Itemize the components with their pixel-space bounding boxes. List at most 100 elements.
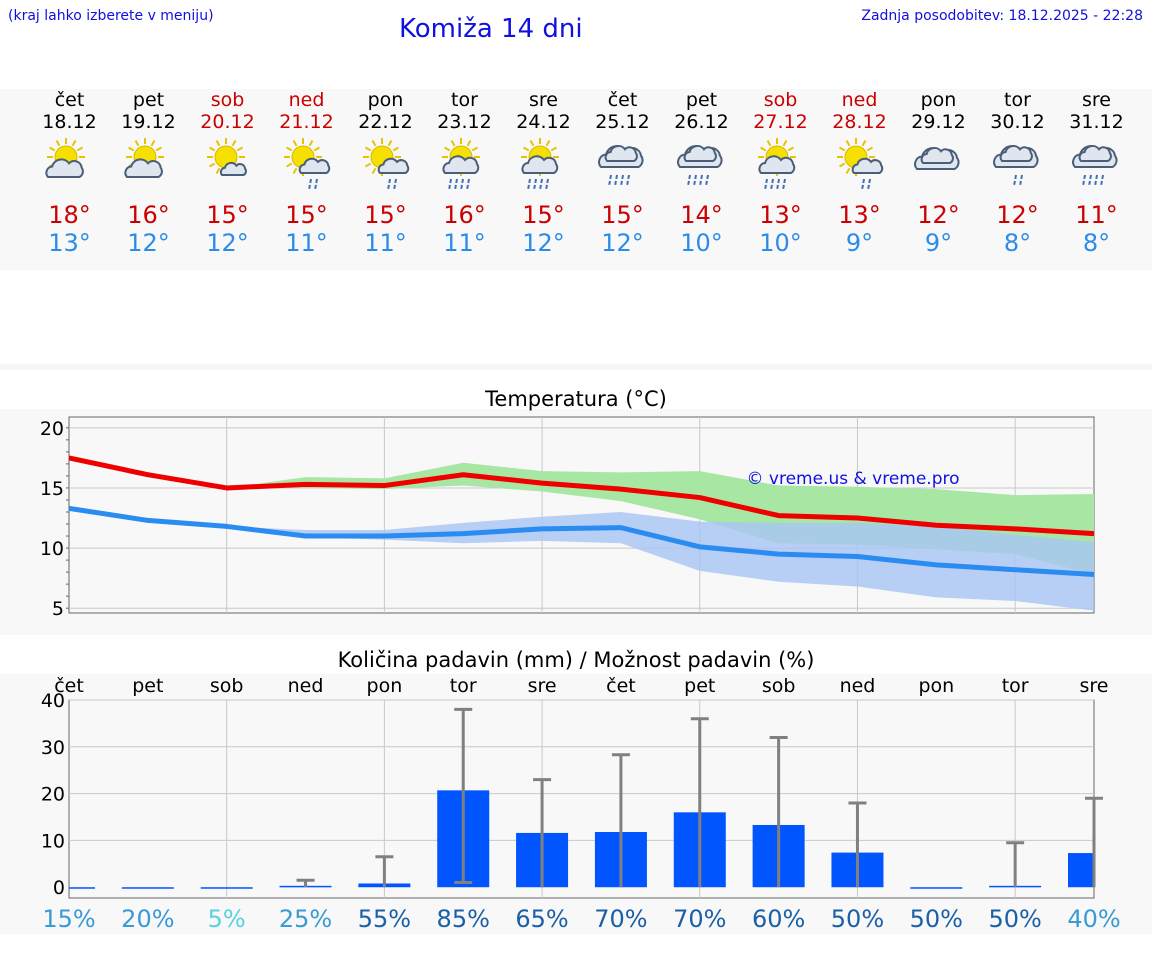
precip-probability: 50%: [831, 905, 884, 933]
min-temp: 12°: [206, 229, 249, 257]
day-column: čet 25.12 15° 12°: [583, 89, 662, 257]
precip-probability: 55%: [358, 905, 411, 933]
day-date: 22.12: [358, 111, 413, 133]
y-tick-label: 20: [41, 784, 65, 806]
precip-probability: 40%: [1067, 905, 1120, 933]
min-temp: 8°: [1082, 229, 1111, 257]
precip-bar: [1068, 853, 1094, 888]
max-temperature-line: [68, 455, 1095, 537]
day-column: pet 26.12 14° 10°: [662, 89, 741, 257]
min-temp: 9°: [845, 229, 874, 257]
max-temp: 15°: [601, 201, 644, 229]
min-temp: 10°: [759, 229, 802, 257]
day-name: tor: [451, 89, 478, 111]
day-name: ned: [288, 89, 325, 111]
y-tick-label: 10: [40, 538, 64, 560]
sun-cloud-rain-icon: [836, 138, 883, 191]
precip-probability: 65%: [515, 905, 568, 933]
x-day-label: čet: [606, 675, 636, 697]
page-title: Komiža 14 dni: [399, 14, 583, 44]
sun-cloud-heavy-rain-icon: [757, 138, 796, 191]
day-name: čet: [54, 89, 85, 111]
day-column: pon 22.12 15° 11°: [346, 89, 425, 257]
precip-probability: 85%: [437, 905, 490, 933]
precip-probability: 50%: [910, 905, 963, 933]
day-date: 24.12: [516, 111, 571, 133]
sun-cloud-rain-icon: [362, 138, 409, 191]
max-temp: 12°: [917, 201, 960, 229]
min-temp: 8°: [1003, 229, 1032, 257]
min-temp: 11°: [285, 229, 328, 257]
min-temp: 13°: [48, 229, 91, 257]
precip-bar: [121, 887, 174, 889]
precip-probability: 70%: [673, 905, 726, 933]
x-day-label: ned: [840, 675, 876, 697]
x-day-label: pet: [132, 675, 163, 697]
sun-cloud-heavy-rain-icon: [441, 138, 480, 191]
precip-bar: [200, 887, 253, 889]
day-name: sob: [763, 89, 798, 111]
watermark: © vreme.us & vreme.pro: [746, 469, 959, 489]
y-tick-label: 30: [41, 737, 65, 759]
x-day-label: pon: [918, 675, 954, 697]
x-day-label: pon: [367, 675, 403, 697]
day-column: pon 29.12 12° 9°: [899, 89, 978, 257]
day-column: sre 24.12 15° 12°: [504, 89, 583, 257]
sun-cloud-heavy-rain-icon: [520, 138, 559, 191]
min-temp: 12°: [601, 229, 644, 257]
day-column: ned 21.12 15° 11°: [267, 89, 346, 257]
y-tick-label: 0: [53, 877, 65, 899]
max-temp: 14°: [680, 201, 723, 229]
day-name: sre: [529, 89, 558, 111]
max-temp: 16°: [127, 201, 170, 229]
day-date: 28.12: [832, 111, 887, 133]
max-temp: 18°: [48, 201, 91, 229]
day-name: pon: [920, 89, 957, 111]
min-temp: 11°: [364, 229, 407, 257]
max-temp: 15°: [206, 201, 249, 229]
day-date: 29.12: [911, 111, 966, 133]
day-column: sob 27.12 13° 10°: [741, 89, 820, 257]
x-day-label: sre: [528, 675, 557, 697]
y-tick-label: 40: [41, 690, 65, 712]
max-temp: 12°: [996, 201, 1039, 229]
min-temp: 12°: [522, 229, 565, 257]
day-name: pon: [367, 89, 404, 111]
x-day-label: čet: [54, 675, 84, 697]
day-column: ned 28.12 13° 9°: [820, 89, 899, 257]
max-temp: 13°: [759, 201, 802, 229]
min-temperature-line: [68, 505, 1095, 578]
cloud-heavy-rain-icon: [597, 144, 644, 187]
day-date: 20.12: [200, 111, 255, 133]
x-day-label: sre: [1080, 675, 1109, 697]
day-column: sob 20.12 15° 12°: [188, 89, 267, 257]
cloudy-icon: [913, 146, 960, 170]
max-temp: 15°: [364, 201, 407, 229]
precip-probability: 20%: [121, 905, 174, 933]
sun-small-cloud-icon: [206, 138, 247, 176]
separator-band: [0, 364, 1152, 370]
day-column: pet 19.12 16° 12°: [109, 89, 188, 257]
sun-cloud-rain-icon: [283, 138, 330, 191]
day-date: 18.12: [42, 111, 97, 133]
x-day-label: tor: [1002, 675, 1029, 697]
day-name: pet: [685, 89, 718, 111]
cloud-heavy-rain-icon: [1071, 144, 1118, 187]
precipitation-chart-title: Količina padavin (mm) / Možnost padavin …: [337, 648, 815, 672]
precip-probability: 5%: [208, 905, 246, 933]
x-day-label: pet: [684, 675, 715, 697]
location-hint: (kraj lahko izberete v meniju): [8, 8, 214, 24]
day-date: 21.12: [279, 111, 334, 133]
forecast-band: [0, 89, 1152, 270]
day-name: sob: [210, 89, 245, 111]
x-day-label: sob: [210, 675, 244, 697]
y-tick-label: 5: [52, 598, 64, 620]
temperature-chart: 5 10 15 20 © vreme.us & vreme.pro: [40, 416, 1095, 620]
precip-probability: 70%: [594, 905, 647, 933]
sun-cloud-icon: [44, 138, 85, 178]
day-name: tor: [1004, 89, 1031, 111]
y-tick-label: 15: [40, 478, 64, 500]
min-temp: 11°: [443, 229, 486, 257]
max-temp: 13°: [838, 201, 881, 229]
